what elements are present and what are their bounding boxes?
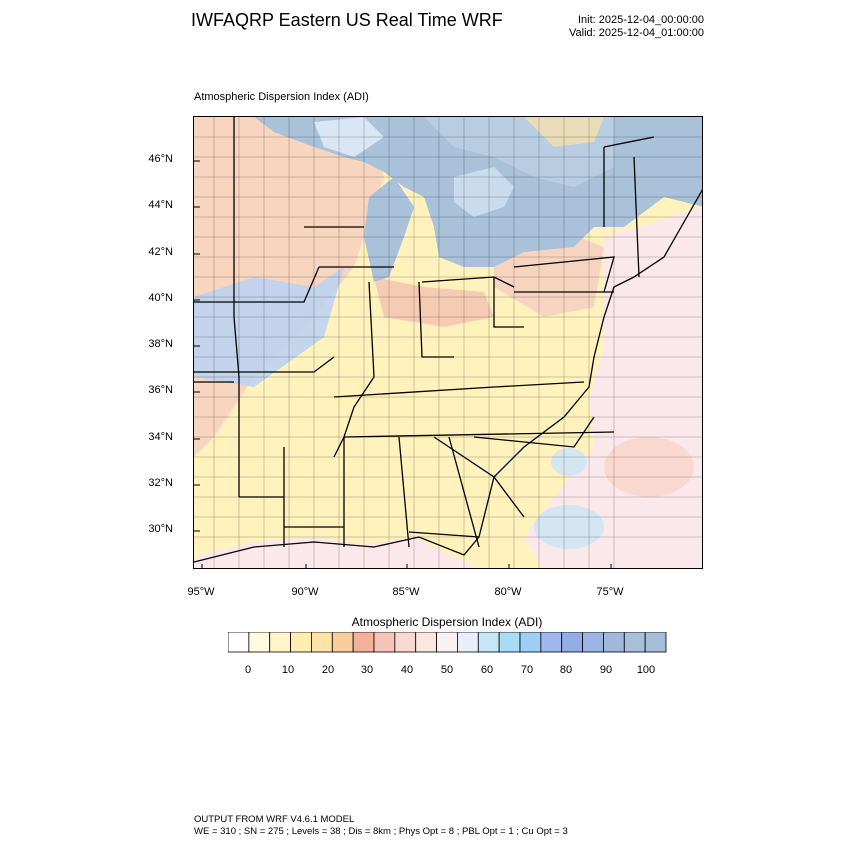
adi-map xyxy=(194,117,702,568)
colorbar-swatch xyxy=(352,632,375,653)
colorbar-swatch xyxy=(228,632,250,653)
colorbar-title: Atmospheric Dispersion Index (ADI) xyxy=(351,615,543,629)
colorbar-swatch xyxy=(457,632,479,653)
colorbar-tick: 90 xyxy=(599,664,613,676)
county-lines xyxy=(194,117,702,568)
field-title: Atmospheric Dispersion Index (ADI) xyxy=(194,91,369,103)
colorbar-tick: 40 xyxy=(400,664,414,676)
lon-label: 75°W xyxy=(596,586,624,598)
colorbar-tick: 100 xyxy=(636,664,656,676)
lat-label: 36°N xyxy=(148,384,173,396)
model-footer: OUTPUT FROM WRF V4.6.1 MODEL WE = 310 ; … xyxy=(194,814,568,838)
map-panel xyxy=(193,116,703,569)
lon-label: 95°W xyxy=(187,586,215,598)
colorbar-tick: 50 xyxy=(440,664,454,676)
lat-label: 42°N xyxy=(148,246,173,258)
colorbar-swatch xyxy=(498,632,521,653)
lake-huron-patch xyxy=(454,167,514,217)
ocean-blue-patch xyxy=(551,448,587,476)
colorbar-swatch xyxy=(561,632,583,653)
lat-label: 32°N xyxy=(148,477,173,489)
footer-line-2: WE = 310 ; SN = 275 ; Levels = 38 ; Dis … xyxy=(194,826,568,837)
lat-label: 38°N xyxy=(148,338,173,350)
footer-line-1: OUTPUT FROM WRF V4.6.1 MODEL xyxy=(194,814,355,825)
colorbar-swatch xyxy=(269,632,291,653)
lat-label: 40°N xyxy=(148,292,173,304)
colorbar-swatch xyxy=(248,632,271,653)
init-time: Init: 2025-12-04_00:00:00 xyxy=(578,14,704,26)
lat-label: 30°N xyxy=(148,523,173,535)
colorbar-swatch xyxy=(311,632,333,653)
valid-time: Valid: 2025-12-04_01:00:00 xyxy=(569,27,704,39)
ocean-patch xyxy=(604,437,694,497)
colorbar-swatch xyxy=(394,632,417,653)
colorbar-tick: 0 xyxy=(244,664,252,676)
colorbar-swatch xyxy=(290,632,312,653)
lon-label: 90°W xyxy=(291,586,319,598)
colorbar-tick: 80 xyxy=(559,664,573,676)
lat-label: 46°N xyxy=(148,153,173,165)
colorbar-swatch xyxy=(603,632,625,653)
colorbar-swatch xyxy=(415,632,437,653)
colorbar-tick: 60 xyxy=(480,664,494,676)
colorbar-tick: 20 xyxy=(321,664,335,676)
colorbar-swatch xyxy=(477,632,500,653)
colorbar-swatch xyxy=(540,632,563,653)
colorbar-swatch xyxy=(331,632,354,653)
lat-label: 44°N xyxy=(148,199,173,211)
colorbar-swatch xyxy=(373,632,396,653)
colorbar-tick: 10 xyxy=(281,664,295,676)
gulf-of-mexico xyxy=(194,537,480,568)
ocean-blue-patch xyxy=(534,505,604,549)
colorbar-swatch xyxy=(519,632,542,653)
colorbar xyxy=(228,632,667,653)
lon-label: 85°W xyxy=(392,586,420,598)
lon-label: 80°W xyxy=(494,586,522,598)
run-info: Init: 2025-12-04_00:00:00 Valid: 2025-12… xyxy=(520,14,704,40)
colorbar-swatch xyxy=(623,632,646,653)
colorbar-tick: 70 xyxy=(520,664,534,676)
axis-ticks xyxy=(194,160,612,568)
coastline xyxy=(194,189,702,563)
colorbar-tick: 30 xyxy=(360,664,374,676)
lat-label: 34°N xyxy=(148,431,173,443)
main-title: IWFAQRP Eastern US Real Time WRF xyxy=(191,10,503,30)
colorbar-swatch xyxy=(436,632,458,653)
colorbar-swatch xyxy=(582,632,604,653)
colorbar-swatch xyxy=(644,632,667,653)
